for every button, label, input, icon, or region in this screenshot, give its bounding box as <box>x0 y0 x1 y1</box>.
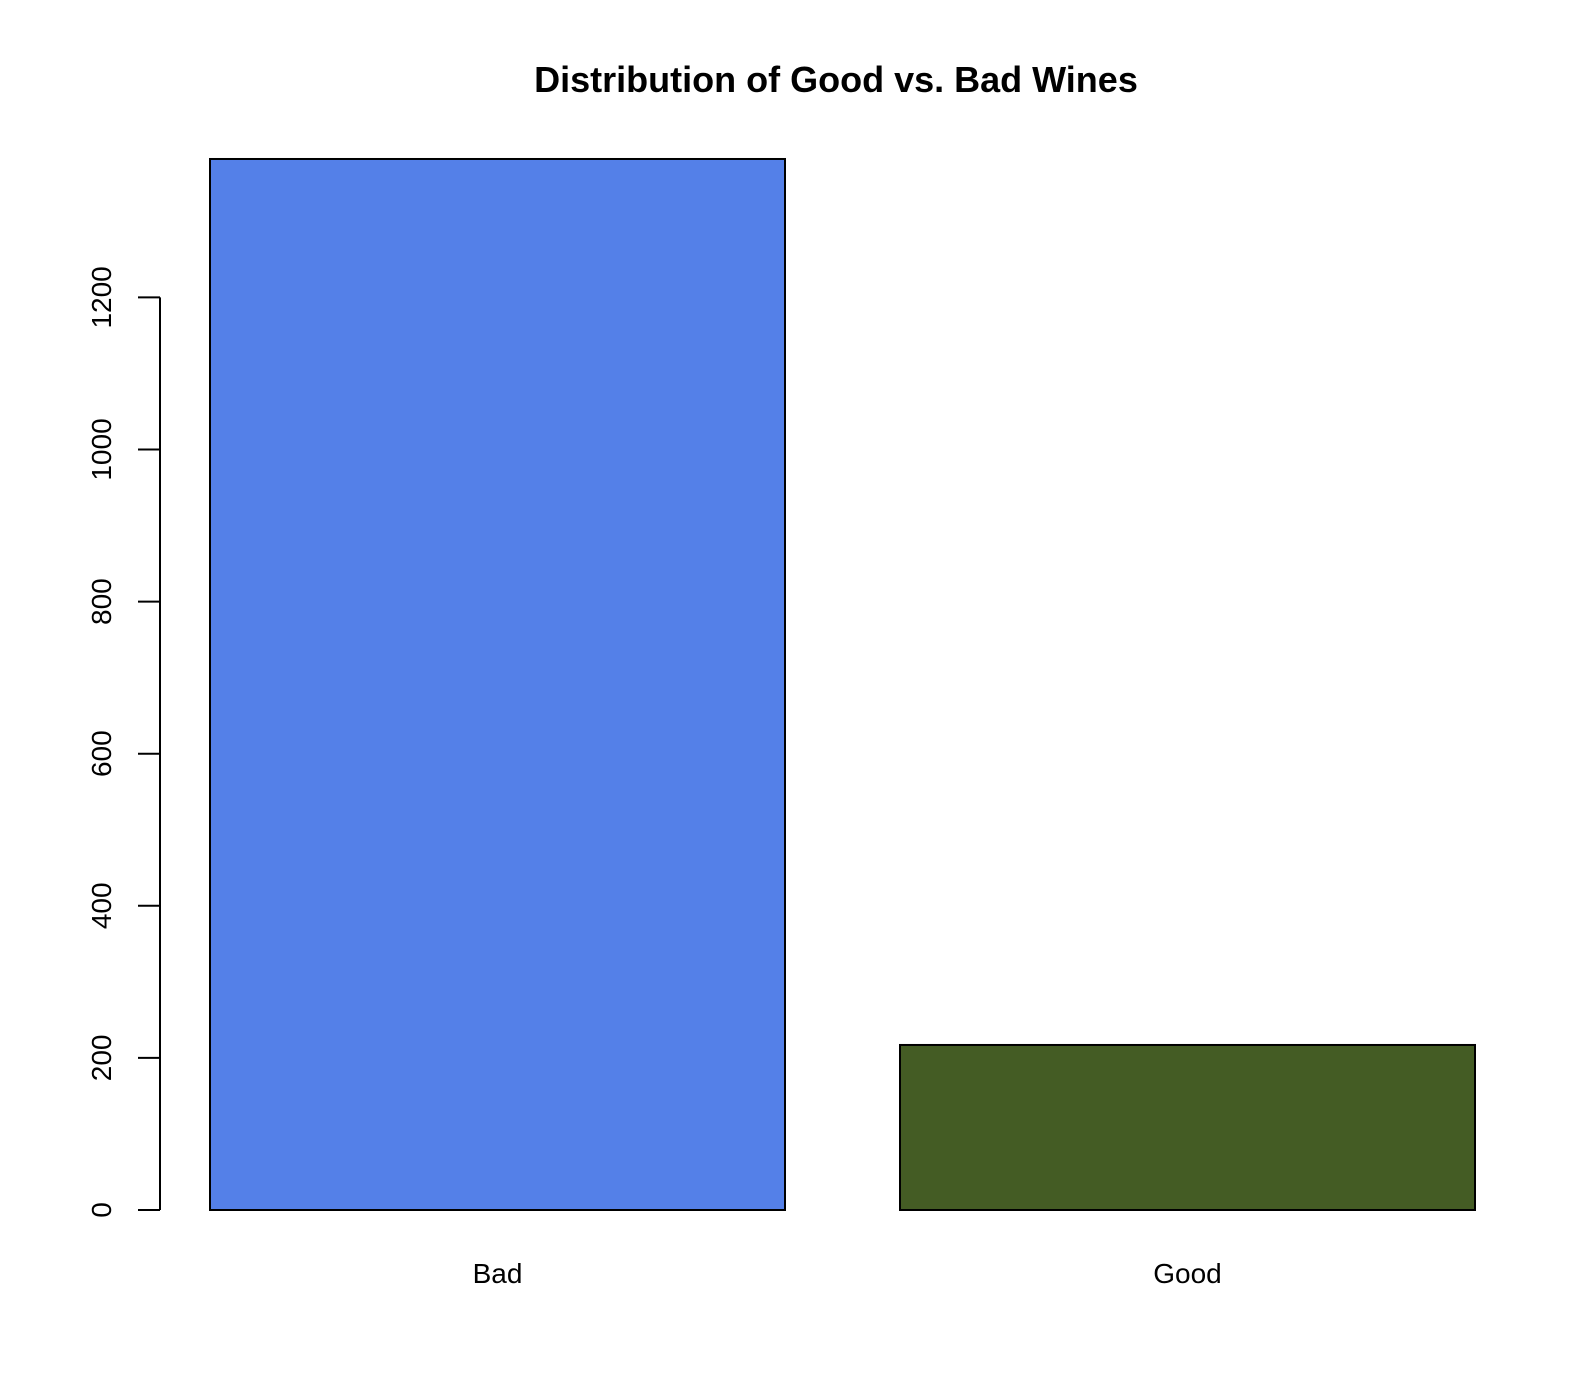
y-tick-label: 200 <box>86 1035 117 1082</box>
y-tick-label: 800 <box>86 578 117 625</box>
y-tick-label: 0 <box>86 1202 117 1218</box>
bars-group <box>209 157 1476 1212</box>
y-tick-label: 1200 <box>86 266 117 328</box>
x-category-label: Good <box>1153 1258 1222 1289</box>
y-tick-label: 600 <box>86 730 117 777</box>
x-category-label: Bad <box>473 1258 523 1289</box>
bar-good <box>899 1043 1476 1212</box>
bar-bad <box>209 157 786 1211</box>
chart-title: Distribution of Good vs. Bad Wines <box>534 59 1138 100</box>
x-axis-labels: Bad Good <box>473 1258 1222 1289</box>
y-tick-label: 400 <box>86 882 117 929</box>
y-axis: 0 200 400 600 800 1000 1200 <box>86 266 161 1218</box>
y-tick-label: 1000 <box>86 418 117 480</box>
